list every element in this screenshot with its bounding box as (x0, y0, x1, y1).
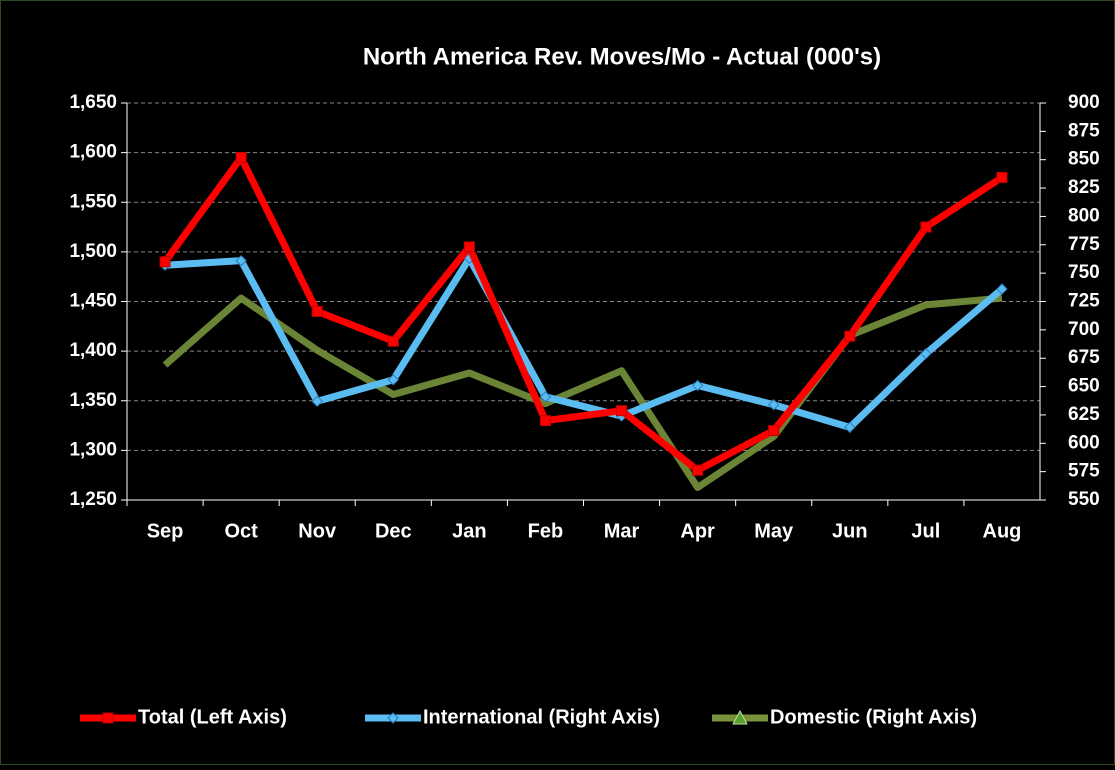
x-tick-label: Apr (680, 520, 715, 542)
legend-marker (387, 712, 399, 724)
x-tick-label: Oct (224, 520, 258, 542)
x-tick-label: May (754, 520, 794, 542)
data-point (463, 241, 475, 253)
y-tick-label: 1,500 (69, 241, 117, 262)
y2-tick-label: 700 (1068, 319, 1100, 340)
x-tick-label: Aug (983, 520, 1022, 542)
x-tick-label: Nov (298, 520, 337, 542)
data-point (311, 305, 323, 317)
data-point (691, 379, 704, 392)
y-tick-label: 1,250 (69, 489, 117, 510)
data-point (539, 391, 552, 403)
y2-tick-label: 775 (1068, 234, 1100, 255)
y-tick-label: 1,450 (69, 291, 117, 312)
y2-tick-label: 725 (1068, 291, 1100, 312)
series-line (162, 294, 1003, 492)
legend-label: International (Right Axis) (423, 706, 660, 728)
y2-tick-label: 550 (1068, 489, 1100, 510)
data-point (539, 415, 551, 427)
x-tick-label: Jun (832, 520, 868, 542)
legend-label: Domestic (Right Axis) (770, 706, 977, 728)
data-point (616, 405, 628, 417)
data-point (768, 425, 780, 437)
y2-tick-label: 850 (1068, 149, 1100, 170)
y2-tick-label: 575 (1068, 461, 1100, 482)
y2-tick-label: 675 (1068, 347, 1100, 368)
y2-tick-label: 750 (1068, 262, 1100, 283)
legend-marker (732, 709, 748, 725)
data-point (159, 256, 171, 268)
data-point (996, 171, 1008, 183)
legend-marker (102, 712, 114, 724)
x-tick-label: Mar (604, 520, 640, 542)
y2-tick-label: 900 (1068, 92, 1100, 113)
data-point (844, 330, 856, 342)
y-tick-label: 1,400 (69, 340, 117, 361)
data-point (996, 283, 1008, 295)
series-line (162, 154, 1004, 474)
y2-tick-label: 625 (1068, 404, 1100, 425)
data-point (844, 421, 856, 434)
data-point (387, 374, 399, 386)
data-point (311, 395, 323, 408)
series-line (164, 254, 1005, 431)
x-tick-label: Dec (375, 520, 412, 542)
data-point (692, 464, 704, 476)
y-tick-label: 1,600 (69, 142, 117, 163)
data-point (235, 152, 247, 164)
x-tick-label: Jul (911, 520, 940, 542)
x-tick-label: Jan (452, 520, 486, 542)
data-point (920, 221, 932, 233)
y2-tick-label: 600 (1068, 432, 1100, 453)
y-tick-label: 1,350 (69, 390, 117, 411)
data-point (768, 399, 780, 411)
data-point (235, 254, 247, 267)
y2-tick-label: 800 (1068, 205, 1100, 226)
y2-tick-label: 825 (1068, 177, 1100, 198)
data-point (387, 335, 399, 347)
y-tick-label: 1,550 (69, 191, 117, 212)
legend-label: Total (Left Axis) (138, 706, 287, 728)
x-tick-label: Feb (528, 520, 564, 542)
y2-tick-label: 650 (1068, 376, 1100, 397)
y-tick-label: 1,300 (69, 439, 117, 460)
chart-title: North America Rev. Moves/Mo - Actual (00… (363, 43, 881, 70)
y2-tick-label: 875 (1068, 120, 1100, 141)
y-tick-label: 1,650 (69, 92, 117, 113)
x-tick-label: Sep (147, 520, 184, 542)
data-point (920, 347, 932, 360)
